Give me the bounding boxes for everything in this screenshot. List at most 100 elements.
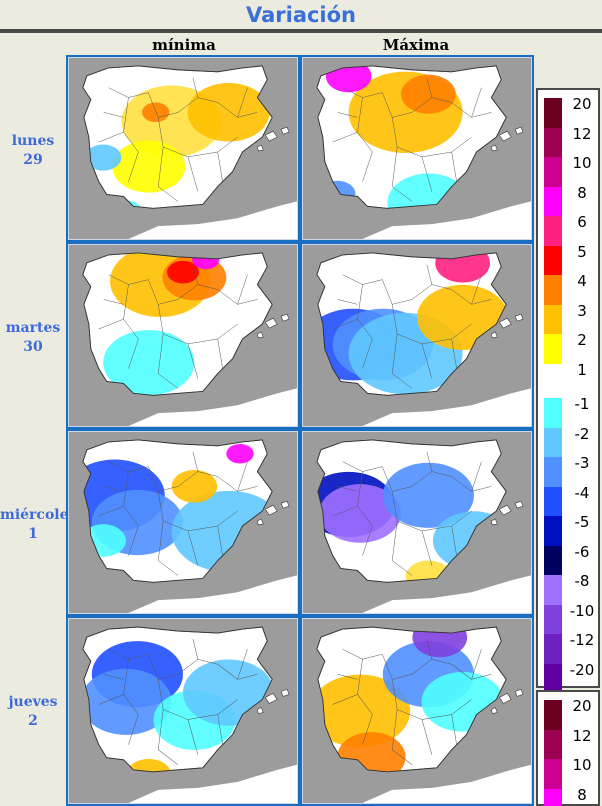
balearic-island xyxy=(514,313,524,322)
province-border xyxy=(128,151,139,182)
province-border xyxy=(451,714,457,745)
legend-label: -4 xyxy=(574,483,590,502)
map-jueves-minima[interactable] xyxy=(68,618,298,804)
legend-swatch xyxy=(544,634,562,664)
province-border xyxy=(471,87,482,118)
legend-swatch xyxy=(544,575,562,605)
map-lunes-minima[interactable] xyxy=(68,57,298,240)
legend-swatch xyxy=(544,127,562,157)
africa-coast xyxy=(362,388,531,426)
legend-label: -5 xyxy=(574,513,590,531)
province-border xyxy=(187,699,238,720)
anomaly-patch xyxy=(171,470,218,503)
legend-label: -3 xyxy=(574,454,590,472)
anomaly-patch xyxy=(126,758,172,772)
province-border xyxy=(217,714,223,745)
balearic-island xyxy=(491,331,498,339)
map-miercoles-maxima[interactable] xyxy=(302,431,532,614)
africa-coast xyxy=(362,575,531,613)
balearic-island xyxy=(514,126,524,135)
legend-swatch xyxy=(544,186,562,216)
anomaly-patch xyxy=(318,484,402,543)
africa-coast xyxy=(128,764,297,803)
legend-label: 20 xyxy=(572,95,592,113)
legend-swatch xyxy=(544,98,562,128)
province-border xyxy=(237,649,248,680)
province-border xyxy=(217,151,223,182)
map-jueves-maxima[interactable] xyxy=(302,618,532,804)
province-border xyxy=(337,674,358,680)
province-border xyxy=(421,156,433,192)
coastline xyxy=(316,439,507,583)
legend-swatch xyxy=(544,245,562,275)
balearic-island xyxy=(491,144,498,152)
legend-label: -6 xyxy=(574,542,590,561)
province-border xyxy=(157,304,189,345)
map-martes-maxima[interactable] xyxy=(302,244,532,427)
anomaly-patch xyxy=(187,82,270,142)
legend-label: 10 xyxy=(572,154,592,172)
province-border xyxy=(426,264,433,285)
legend-label: 12 xyxy=(572,124,592,143)
map-lunes-maxima[interactable] xyxy=(302,57,532,240)
anomaly-patch xyxy=(82,524,126,557)
province-border xyxy=(421,699,472,720)
province-border xyxy=(471,461,482,492)
province-border xyxy=(451,102,492,118)
row-label-martes: martes 30 xyxy=(0,319,66,357)
province-border xyxy=(187,343,199,379)
coastline xyxy=(82,252,273,396)
anomaly-patch xyxy=(387,173,470,209)
anomaly-patch xyxy=(141,102,170,123)
province-border xyxy=(157,146,179,202)
province-border xyxy=(337,486,358,492)
province-border xyxy=(192,77,199,98)
province-border xyxy=(217,338,223,369)
province-border xyxy=(192,639,199,660)
province-border xyxy=(157,709,179,765)
map-martes-minima[interactable] xyxy=(68,244,298,427)
province-border xyxy=(187,530,199,566)
balearic-island xyxy=(280,500,290,509)
province-border xyxy=(426,77,433,98)
map-miercoles-minima[interactable] xyxy=(68,431,298,614)
anomaly-patch xyxy=(84,144,122,171)
legend-swatch xyxy=(544,457,562,487)
anomaly-patch xyxy=(417,284,507,350)
province-border xyxy=(451,151,457,182)
legend-swatch xyxy=(544,363,562,393)
legend-label: -12 xyxy=(569,631,595,649)
anomaly-patch xyxy=(167,260,199,284)
anomaly-patch xyxy=(405,560,452,583)
legend-label: 4 xyxy=(577,272,587,290)
balearic-island xyxy=(514,500,524,509)
africa-coast xyxy=(128,201,297,239)
row-label-miercoles: miércoles 1 xyxy=(0,506,76,544)
province-border xyxy=(217,525,223,556)
row-label-jueves: jueves 2 xyxy=(0,693,66,731)
province-border xyxy=(382,92,413,118)
province-border xyxy=(471,649,482,680)
legend-label: -10 xyxy=(569,601,595,620)
anomaly-patch xyxy=(249,747,273,767)
province-border xyxy=(108,274,149,285)
province-border xyxy=(98,505,124,517)
row-date: 30 xyxy=(23,339,43,355)
anomaly-patch xyxy=(421,671,504,732)
balearic-island xyxy=(257,707,264,714)
row-day: martes xyxy=(5,320,61,336)
legend-label: -2 xyxy=(574,424,590,443)
province-border xyxy=(103,299,124,305)
legend-swatch xyxy=(544,545,562,575)
province-border xyxy=(217,476,258,492)
province-border xyxy=(103,486,124,492)
province-border xyxy=(217,664,258,680)
anomaly-patch xyxy=(316,674,411,748)
province-border xyxy=(337,112,358,118)
province-border xyxy=(98,318,124,330)
balearic-island xyxy=(264,504,278,516)
balearic-island xyxy=(264,130,278,142)
province-border xyxy=(421,343,433,379)
anomaly-patch xyxy=(183,659,273,726)
balearic-island xyxy=(491,707,498,714)
